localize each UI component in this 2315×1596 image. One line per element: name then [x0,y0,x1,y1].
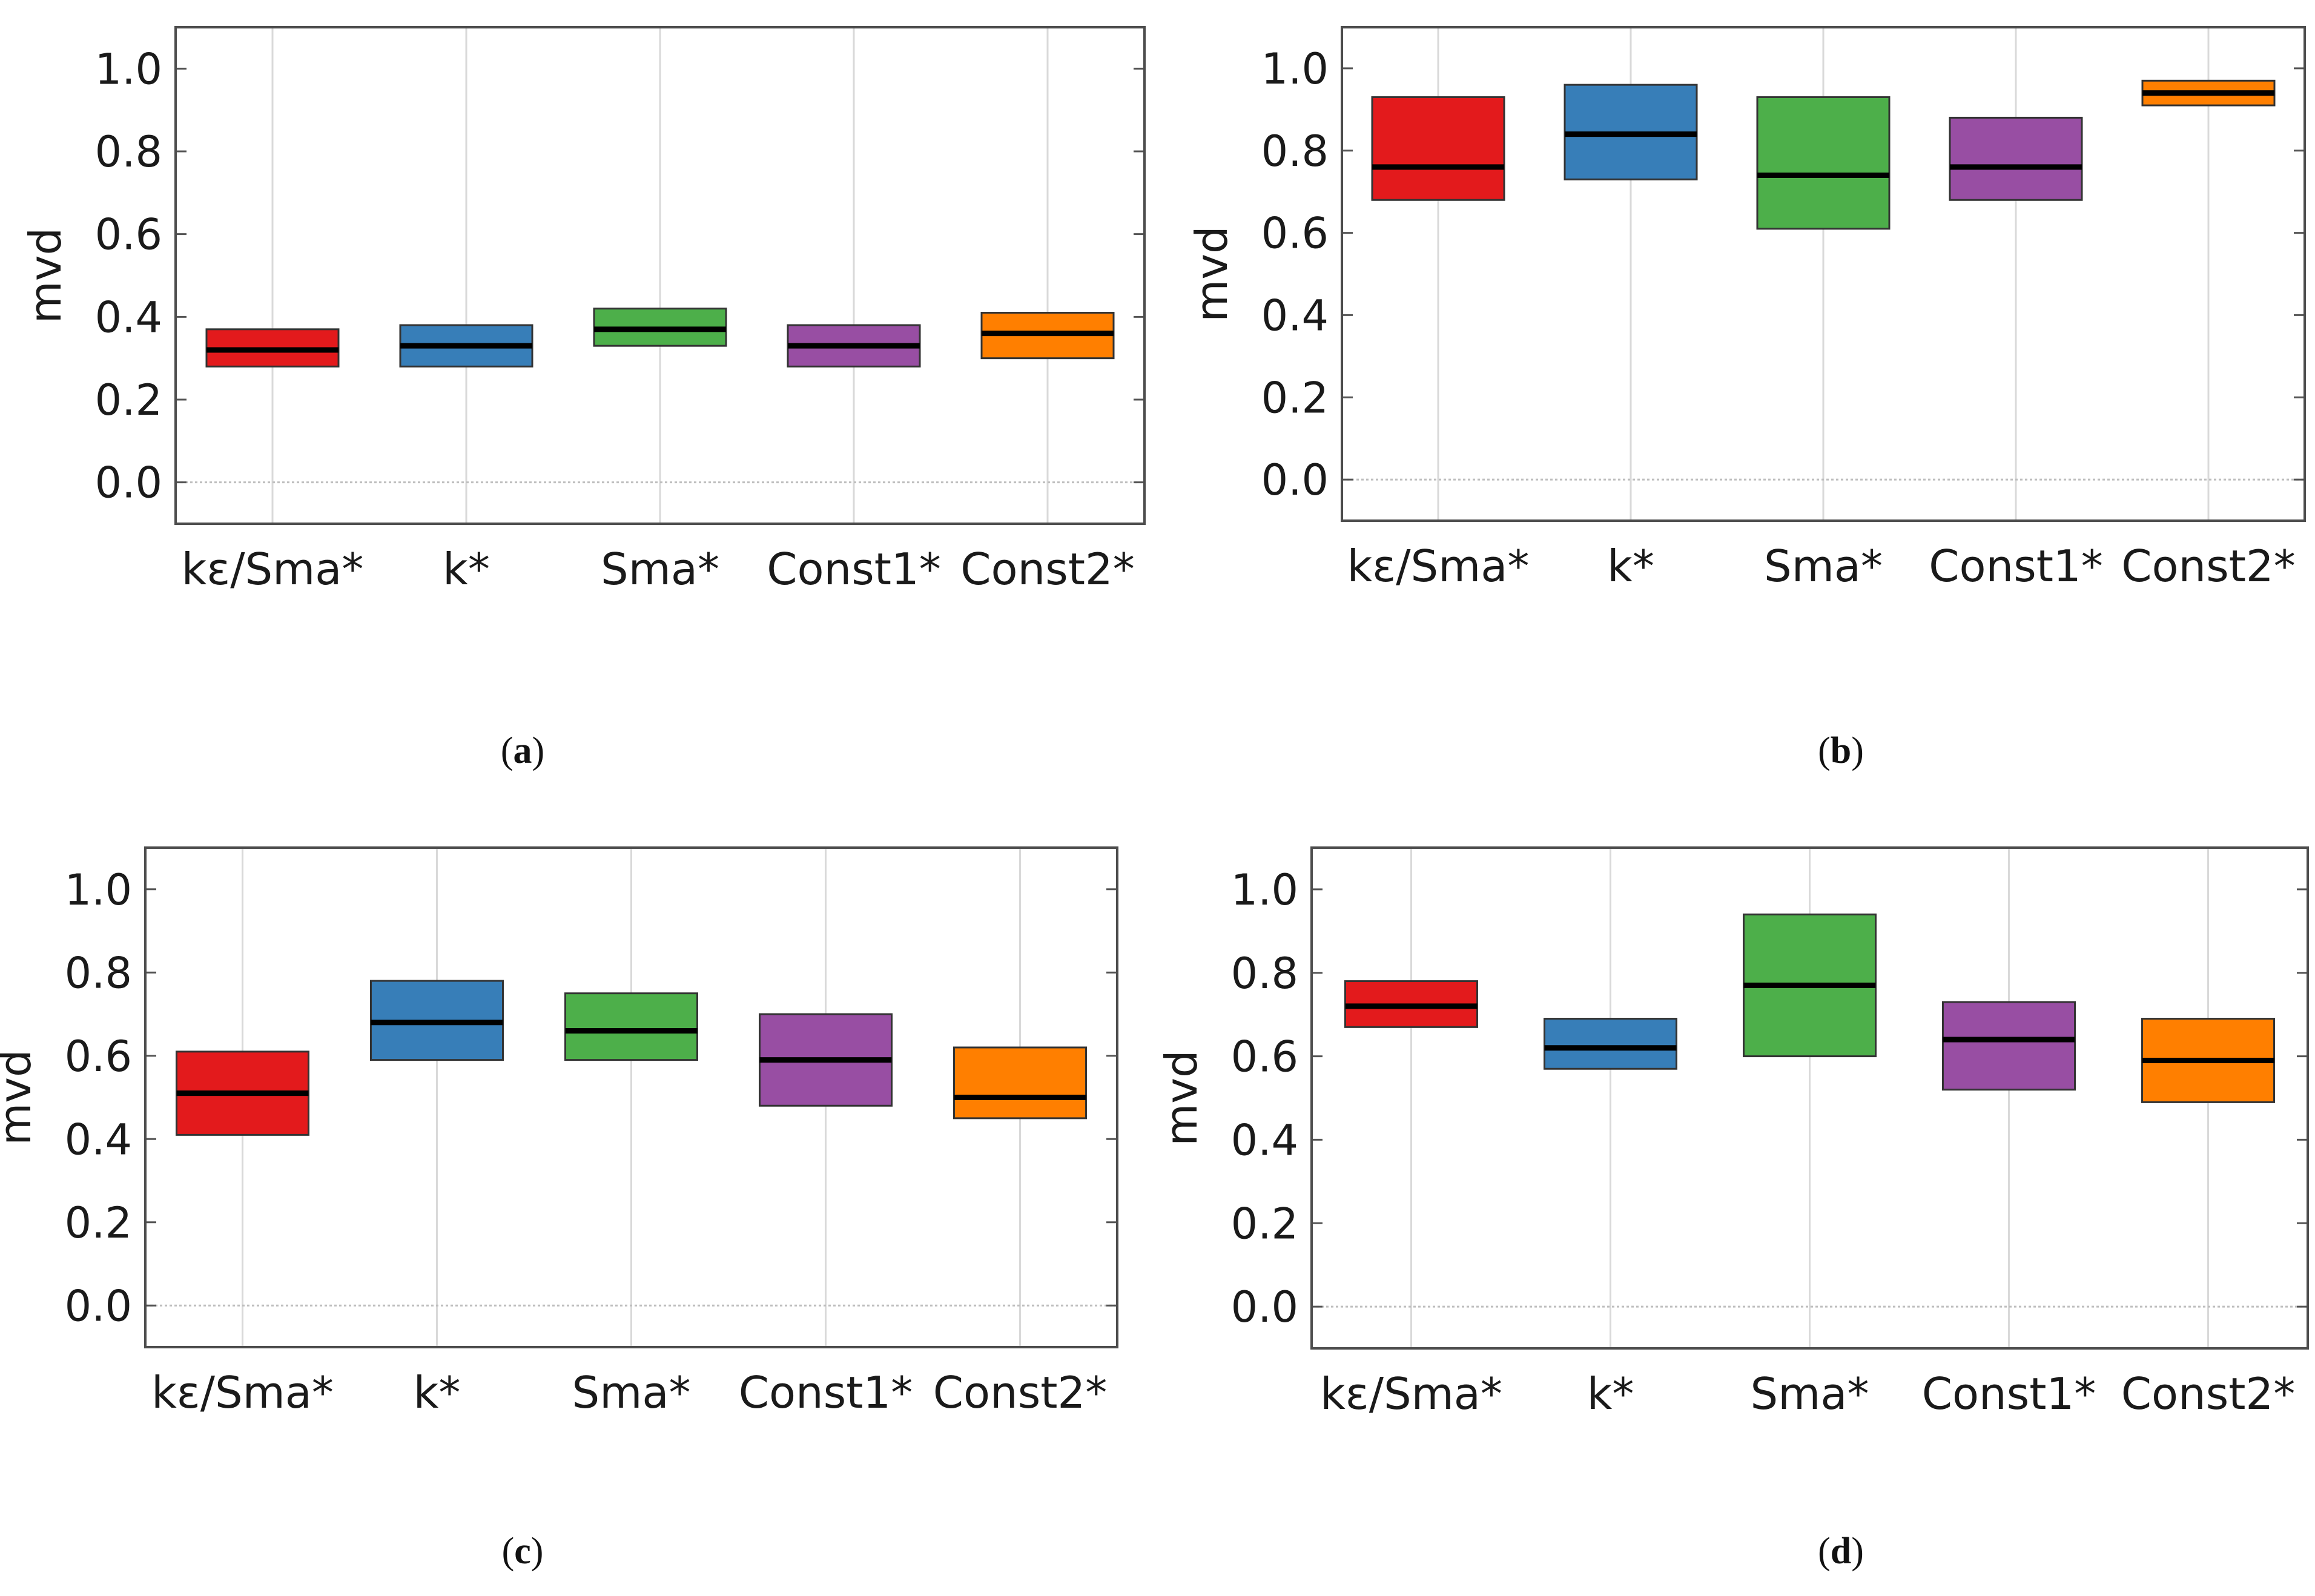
y-tick-label: 0.4 [1231,1115,1298,1165]
panel-caption-d: (d) [1818,1531,1864,1572]
chart-panel-d: 0.0 0.2 0.4 0.6 0.8 1.0 kε/Sma* k* Sma* Const1* Co… [1156,811,2315,1538]
chart-panel-c: 0.0 0.2 0.4 0.6 0.8 1.0 kε/Sma* k* Sma* Const1* Co… [0,811,1157,1538]
panel-caption-a: (a) [500,730,545,771]
x-category-label: kε/Sma* [182,544,364,595]
y-tick-label: 0.2 [95,375,162,425]
x-category-label: Sma* [572,1367,691,1418]
box-4 [953,1046,1087,1120]
chart-panel-b: 0.0 0.2 0.4 0.6 0.8 1.0 kε/Sma* k* Sma* Const1* Co… [1157,0,2315,727]
panel-caption-letter: d [1830,1531,1852,1572]
y-axis-label: mvd [1186,226,1237,322]
y-tick-label: 1.0 [1261,44,1329,94]
box-2 [564,992,698,1061]
panel-caption-letter: c [514,1531,531,1572]
panel-caption-b: (b) [1818,730,1864,771]
y-axis-label: mvd [1156,1050,1207,1146]
chart-svg-a: 0.0 0.2 0.4 0.6 0.8 1.0 kε/Sma* k* Sma* Const1* Co… [20,26,1146,595]
y-tick-label: 0.2 [65,1198,132,1248]
chart-svg-c: 0.0 0.2 0.4 0.6 0.8 1.0 kε/Sma* k* Sma* Const1* Co… [0,846,1118,1418]
x-category-label: k* [1587,1368,1634,1419]
y-tick-label: 0.8 [1231,949,1298,998]
y-axis-label: mvd [0,1049,41,1145]
x-category-label: kε/Sma* [1320,1368,1502,1419]
axes-frame [174,26,1146,525]
y-tick-label: 0.2 [1231,1199,1298,1248]
y-tick-label: 1.0 [65,865,132,915]
y-tick-label: 0.8 [95,127,162,177]
box-2 [1756,96,1891,230]
x-category-label: Const1* [767,544,941,595]
panel-caption-letter: b [1830,730,1852,771]
x-category-label: Sma* [1764,541,1883,592]
y-tick-label: 0.0 [65,1281,132,1331]
axes-frame [144,846,1118,1348]
y-tick-label: 0.6 [95,210,162,260]
x-category-label: Sma* [1751,1368,1869,1419]
box-3 [1942,1001,2076,1091]
x-category-label: Const2* [933,1367,1108,1418]
x-category-label: Const2* [960,544,1135,595]
x-category-label: Const1* [739,1367,913,1418]
y-axis-label: mvd [20,228,71,323]
x-category-label: k* [1607,541,1654,592]
y-tick-label: 0.6 [1231,1032,1298,1082]
y-tick-label: 0.6 [1261,209,1329,259]
y-tick-label: 0.0 [1261,455,1329,505]
chart-panel-a: 0.0 0.2 0.4 0.6 0.8 1.0 kε/Sma* k* Sma* Const1* Co… [0,0,1157,727]
y-tick-label: 1.0 [1231,865,1298,915]
box-1 [1544,1018,1677,1070]
y-tick-label: 0.4 [65,1115,132,1164]
chart-svg-d: 0.0 0.2 0.4 0.6 0.8 1.0 kε/Sma* k* Sma* Const1* Co… [1156,846,2309,1419]
y-tick-label: 0.2 [1261,373,1329,423]
x-category-label: Const1* [1922,1368,2096,1419]
x-category-label: Const1* [1929,541,2103,592]
x-category-label: k* [443,544,490,595]
box-3 [1949,116,2083,201]
y-tick-label: 0.4 [95,292,162,342]
chart-svg-b: 0.0 0.2 0.4 0.6 0.8 1.0 kε/Sma* k* Sma* Const1* Co… [1186,26,2306,592]
y-tick-label: 0.6 [65,1032,132,1081]
x-category-label: Sma* [601,544,719,595]
y-tick-label: 0.8 [65,948,132,998]
panel-caption-c: (c) [501,1531,544,1572]
x-category-label: Const2* [2121,1368,2296,1419]
y-tick-label: 0.0 [95,458,162,508]
box-0 [1371,96,1505,201]
y-tick-label: 0.8 [1261,127,1329,176]
x-category-label: k* [414,1367,461,1418]
axes-frame [1310,846,2309,1350]
panel-caption-letter: a [513,730,532,771]
x-category-label: Const2* [2121,541,2296,592]
axes-frame [1341,26,2306,522]
y-tick-label: 0.0 [1231,1282,1298,1332]
x-category-label: kε/Sma* [151,1367,334,1418]
x-category-label: kε/Sma* [1347,541,1530,592]
y-tick-label: 1.0 [95,44,162,94]
y-tick-label: 0.4 [1261,291,1329,340]
